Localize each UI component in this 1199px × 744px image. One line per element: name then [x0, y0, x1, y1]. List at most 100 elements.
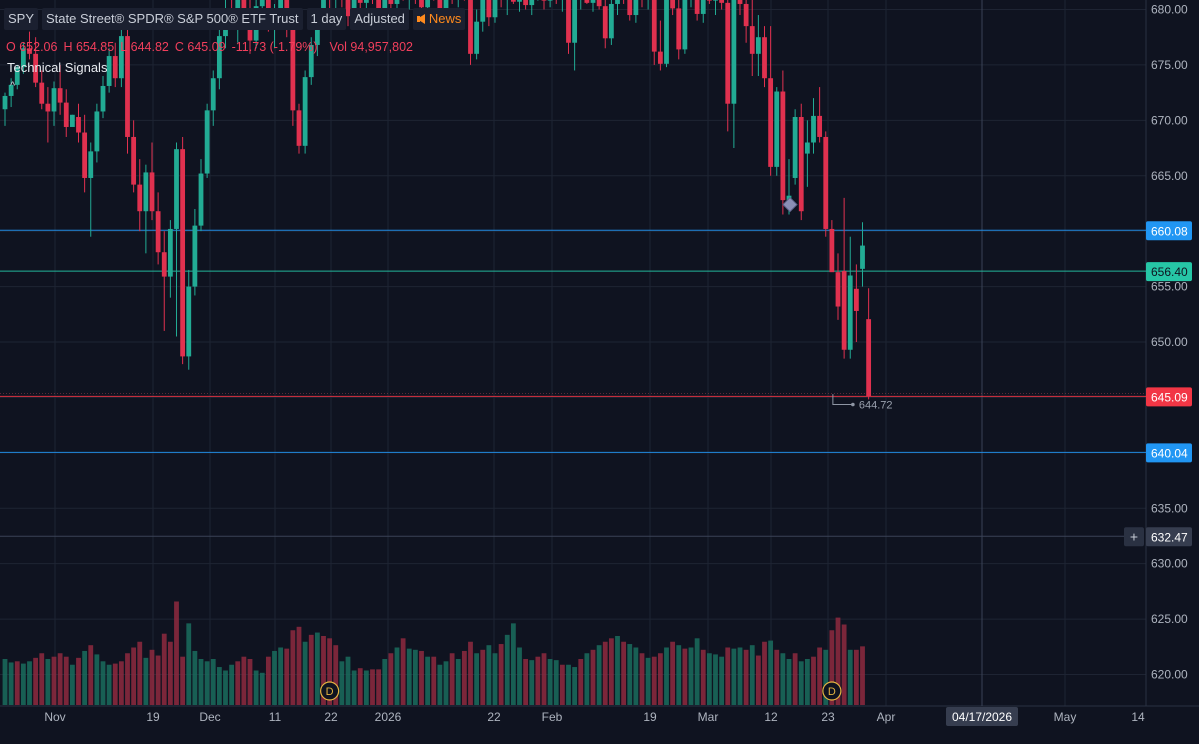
- volume-bar: [651, 656, 657, 705]
- candle-body: [125, 36, 130, 137]
- volume-bar: [186, 623, 192, 705]
- volume-bar: [57, 653, 63, 705]
- volume-bar: [578, 659, 584, 705]
- candle-body: [804, 142, 810, 154]
- candle-body: [811, 115, 816, 143]
- candle-body: [131, 136, 137, 185]
- volume-bar: [333, 645, 339, 705]
- candle-body: [82, 132, 88, 178]
- candle-body: [584, 0, 590, 3]
- candle-body: [63, 102, 69, 127]
- volume-bar: [308, 634, 314, 705]
- candle-body: [216, 36, 222, 79]
- candle-body: [529, 0, 535, 6]
- volume-bar: [63, 656, 69, 705]
- volume-bar: [229, 664, 235, 705]
- candle-body: [706, 0, 712, 1]
- time-tick-label: 19: [643, 710, 657, 724]
- collapse-caret-icon[interactable]: ^: [10, 80, 16, 92]
- volume-bar: [425, 656, 431, 705]
- time-tick-label: Dec: [199, 710, 220, 724]
- add-level-button: [1124, 527, 1144, 547]
- candle-body: [174, 149, 179, 229]
- volume-bar: [137, 641, 143, 705]
- candle-body: [829, 228, 835, 273]
- security-name[interactable]: State Street® SPDR® S&P 500® ETF Trust: [42, 8, 303, 30]
- time-tick-label: 12: [764, 710, 778, 724]
- volume-bar: [853, 649, 859, 705]
- price-tick-label: 635.00: [1151, 501, 1188, 515]
- volume-bar: [664, 647, 669, 705]
- low-marker-label: 644.72: [859, 400, 893, 412]
- candle-body: [94, 111, 100, 152]
- candle-body: [633, 0, 639, 16]
- volume-bar: [461, 650, 467, 705]
- symbol-header: SPY State Street® SPDR® S&P 500® ETF Tru…: [4, 8, 466, 30]
- price-axis[interactable]: 680.00675.00670.00665.00660.00655.00650.…: [1124, 3, 1192, 682]
- dividend-marker-icon: [320, 681, 340, 701]
- volume-bar: [590, 649, 596, 705]
- volume-bar: [572, 667, 578, 705]
- volume-bar: [296, 626, 302, 705]
- volume-bar: [792, 653, 798, 705]
- ohlc-legend: O 652.06 H 654.85 L 644.82 C 645.09 -11.…: [6, 40, 413, 54]
- ticker-symbol[interactable]: SPY: [4, 8, 39, 30]
- volume-bar: [419, 650, 424, 705]
- volume-bar: [388, 653, 394, 705]
- technical-signals-label[interactable]: Technical Signals: [7, 60, 108, 75]
- candle-body: [388, 0, 394, 4]
- volume-bar: [351, 670, 357, 705]
- volume-bar: [743, 649, 749, 705]
- candle-body: [762, 37, 767, 79]
- time-axis[interactable]: Nov 19 Dec 11 22 2026 22 Feb 19 Mar 12 23 Apr May 14 04…: [44, 707, 1145, 726]
- volume-bar: [443, 661, 449, 705]
- candle-body: [743, 3, 749, 27]
- candle-body: [664, 0, 669, 64]
- chart-grid: [0, 0, 1199, 707]
- volume-bar: [345, 656, 351, 705]
- candle-body: [186, 286, 192, 357]
- volume-bar: [713, 654, 718, 705]
- volume-bar: [259, 672, 265, 705]
- volume-bar: [216, 667, 222, 705]
- volume-bar: [76, 657, 81, 705]
- volume-bar: [339, 661, 345, 705]
- time-tick-label: 14: [1131, 710, 1145, 724]
- low-value: 644.82: [130, 40, 169, 54]
- adjustment-toggle[interactable]: Adjusted: [350, 8, 409, 30]
- volume-bars: [2, 601, 865, 705]
- candle-body: [853, 288, 859, 311]
- candle-body: [817, 115, 823, 137]
- candle-body: [713, 0, 718, 1]
- news-button[interactable]: News: [412, 8, 466, 30]
- volume-bar: [290, 630, 296, 705]
- candle-body: [866, 319, 872, 397]
- volume-bar: [406, 648, 412, 705]
- candle-body: [241, 0, 247, 10]
- candle-body: [198, 173, 204, 226]
- volume-bar: [670, 641, 676, 705]
- candle-body: [823, 136, 829, 229]
- candle-body: [143, 172, 149, 212]
- candle-body: [192, 225, 198, 287]
- volume-bar: [700, 649, 706, 705]
- candle-body: [357, 0, 363, 3]
- volume-bar: [437, 664, 443, 705]
- candle-body: [8, 84, 14, 96]
- candle-body: [51, 88, 57, 112]
- volume-bar: [241, 656, 247, 705]
- candle-body: [278, 0, 284, 9]
- signal-diamond-icon: [782, 196, 798, 213]
- volume-bar: [278, 647, 284, 705]
- interval-selector[interactable]: 1 day: [306, 8, 347, 30]
- candle-body: [780, 91, 786, 201]
- volume-label: Vol: [329, 40, 347, 54]
- volume-bar: [100, 661, 106, 705]
- time-tick-label: Mar: [698, 710, 719, 724]
- candle-body: [608, 3, 614, 39]
- volume-bar: [45, 659, 51, 705]
- volume-bar: [529, 660, 535, 705]
- volume-bar: [688, 647, 694, 705]
- volume-bar: [210, 659, 216, 705]
